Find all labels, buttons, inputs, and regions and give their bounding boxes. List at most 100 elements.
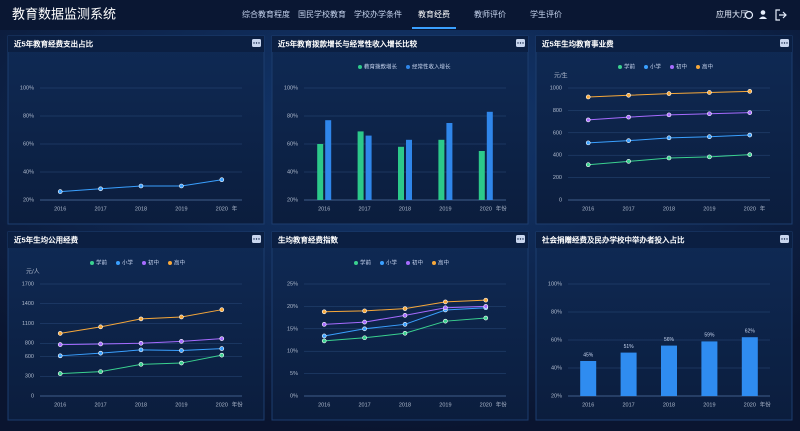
legend-label: 高中 <box>702 62 713 70</box>
data-point <box>179 183 184 189</box>
header-bar <box>0 0 800 30</box>
data-point <box>707 154 712 160</box>
y-tick-label: 1700 <box>22 281 34 287</box>
more-dot <box>517 238 519 240</box>
legend-marker <box>696 65 700 69</box>
data-point <box>98 324 103 330</box>
legend-label: 小学 <box>650 62 662 70</box>
y-tick-label: 80% <box>23 113 34 119</box>
legend-label: 小学 <box>386 258 398 266</box>
data-point <box>219 352 225 358</box>
y-tick-label: 60% <box>551 337 562 343</box>
data-point <box>57 189 63 194</box>
legend-label: 经常性收入增长 <box>412 62 451 70</box>
panel <box>535 35 793 225</box>
data-point <box>402 313 408 318</box>
x-tick-label: 2019 <box>703 206 715 212</box>
y-tick-label: 20% <box>23 197 34 203</box>
data-point <box>707 111 712 117</box>
nav: 综合教育程度 国民学校教育 学校办学条件 教育经费 教师评价 学生评价 <box>242 9 562 29</box>
y-unit: 元/人 <box>26 269 40 276</box>
y-tick-label: 20% <box>287 304 298 310</box>
more-dot <box>258 238 260 240</box>
data-point <box>666 155 672 161</box>
x-tick-label: 2016 <box>54 206 66 212</box>
x-unit: 年份 <box>232 400 244 408</box>
data-point <box>321 309 327 315</box>
legend-marker <box>380 261 384 265</box>
y-tick-label: 60% <box>287 141 298 147</box>
data-point <box>138 347 144 353</box>
data-point <box>585 94 591 100</box>
x-tick-label: 2017 <box>358 402 370 408</box>
data-point <box>747 89 753 94</box>
data-point <box>443 305 448 311</box>
data-point <box>98 186 103 192</box>
data-point <box>57 371 63 376</box>
more-dot <box>783 238 786 240</box>
user-icon[interactable] <box>760 10 766 15</box>
y-tick-label: 40% <box>551 365 562 371</box>
data-point <box>626 159 631 164</box>
logout-icon[interactable] <box>775 9 787 21</box>
data-point <box>57 331 63 336</box>
bar <box>438 139 445 200</box>
y-tick-label: 200 <box>553 175 562 181</box>
x-tick-label: 2018 <box>135 402 147 408</box>
user-icon-body <box>759 16 767 19</box>
data-point <box>443 299 448 305</box>
y-tick-label: 1400 <box>22 301 34 307</box>
legend-label: 教育拨款增长 <box>364 62 398 70</box>
x-tick-label: 2016 <box>582 402 594 408</box>
legend-label: 学前 <box>624 62 636 70</box>
more-dot <box>522 238 524 240</box>
nav-item[interactable]: 学生评价 <box>530 9 562 19</box>
legend-marker <box>670 65 674 69</box>
data-point <box>98 341 103 347</box>
more-dot <box>517 42 519 44</box>
app-hall[interactable]: 应用大厅 <box>716 9 748 19</box>
more-dot <box>255 42 258 44</box>
nav-item[interactable]: 学校办学条件 <box>354 9 402 19</box>
data-point <box>321 338 327 344</box>
x-tick-label: 2017 <box>94 402 106 408</box>
nav-item[interactable]: 教师评价 <box>474 9 506 19</box>
data-point <box>138 340 144 346</box>
x-tick-label: 2017 <box>94 206 106 212</box>
y-tick-label: 800 <box>25 341 34 347</box>
data-point <box>138 316 144 322</box>
x-tick-label: 2019 <box>175 206 187 212</box>
y-tick-label: 0 <box>559 197 562 203</box>
data-point <box>362 326 367 332</box>
data-point <box>483 297 489 303</box>
data-point <box>362 335 367 341</box>
more-dot <box>522 42 524 44</box>
x-tick-label: 2016 <box>318 402 330 408</box>
panel-title: 社会捐赠经费及民办学校中举办者投入占比 <box>541 234 685 244</box>
x-tick-label: 2019 <box>175 402 187 408</box>
more-dot <box>519 238 522 240</box>
bar <box>406 139 412 200</box>
x-tick-label: 2018 <box>663 402 675 408</box>
x-unit: 年 <box>232 204 238 212</box>
legend-marker <box>406 65 410 69</box>
panel-header <box>8 232 264 248</box>
settings-icon[interactable] <box>744 10 754 20</box>
y-tick-label: 600 <box>553 130 562 136</box>
data-point <box>98 369 103 374</box>
more-dot <box>786 42 788 44</box>
data-point <box>179 360 184 366</box>
y-tick-label: 5% <box>290 371 298 377</box>
nav-item[interactable]: 综合教育程度 <box>242 9 290 19</box>
nav-item[interactable]: 教育经费 <box>418 9 450 19</box>
x-tick-label: 2020 <box>744 206 756 212</box>
x-tick-label: 2018 <box>399 206 411 212</box>
data-point <box>483 315 489 321</box>
nav-item[interactable]: 国民学校教育 <box>298 9 346 19</box>
data-point <box>362 308 367 314</box>
legend-label: 学前 <box>96 258 108 266</box>
data-point <box>362 319 367 325</box>
legend-marker <box>90 261 94 265</box>
y-tick-label: 10% <box>287 349 298 355</box>
